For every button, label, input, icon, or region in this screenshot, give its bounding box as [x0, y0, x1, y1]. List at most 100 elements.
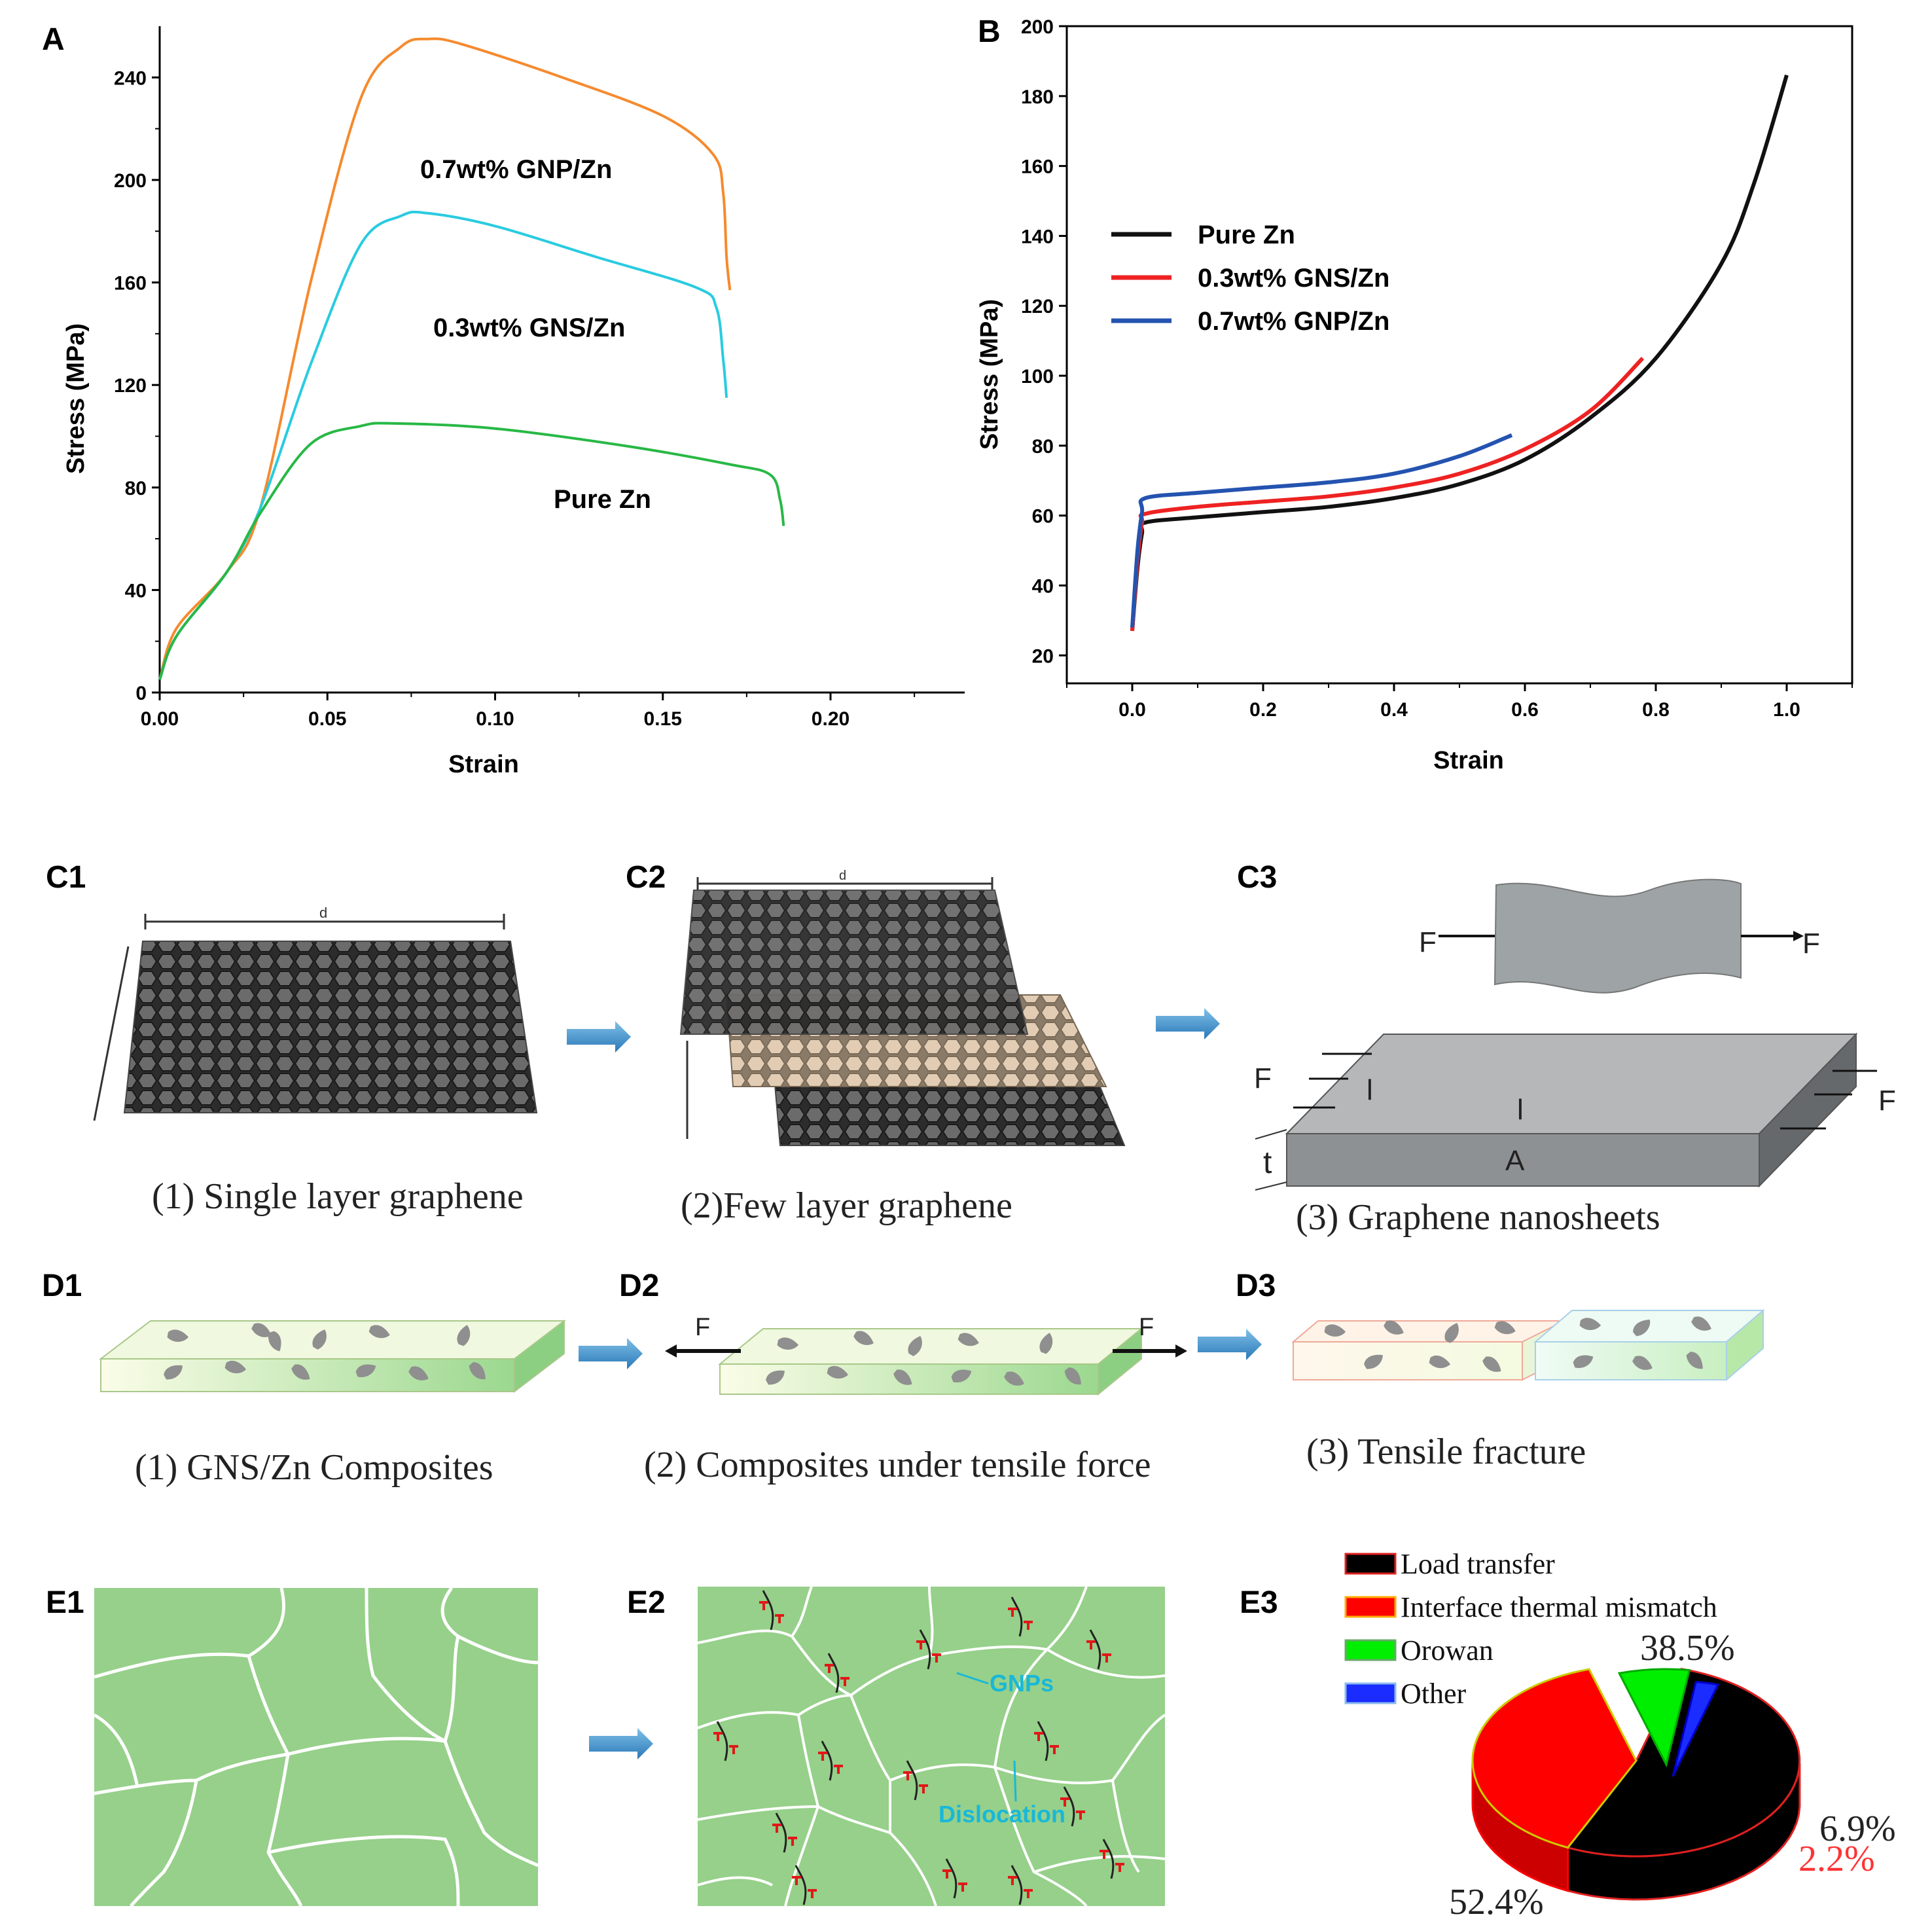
gns-flake: [224, 1360, 246, 1374]
gns-flake: [408, 1366, 429, 1380]
svg-text:F: F: [1878, 1085, 1896, 1117]
svg-text:A: A: [1505, 1145, 1525, 1177]
chart-a-y-tick: 40: [125, 580, 147, 602]
chart-b-y-tick: 60: [1032, 506, 1054, 528]
chart-a-y-tick: 80: [125, 478, 147, 499]
chart-b-plot: 0.0 0.2 0.4 0.6 0.8 1.0 20 40 60 80 100 120 140 160 18…: [976, 16, 1853, 774]
chart-a-x-tick: 0.00: [141, 708, 179, 730]
chart-b-y-tick: 180: [1021, 86, 1054, 108]
arrow-c2-c3: [1156, 1008, 1220, 1039]
gns-flake: [827, 1365, 848, 1379]
svg-text:F: F: [1254, 1062, 1272, 1094]
panel-c2-few-layer: C2 d (2)Few layer graphene: [626, 860, 1126, 1226]
dislocation-6: [818, 1740, 843, 1781]
arrow-e1-e2: [589, 1728, 653, 1759]
chart-a-y-tick: 200: [114, 170, 147, 192]
panel-b-chart: B 0.0 0.2 0.4 0.6 0.8 1.0 20 40 60 80 100 120 140 160…: [976, 14, 1853, 774]
chart-b-legend-label-0: Pure Zn: [1198, 221, 1295, 249]
panel-e2-grains-gnps: E2 GNPs Dislocation: [627, 1585, 1166, 1907]
chart-b-series-2: [1130, 433, 1513, 628]
dislocation-9: [772, 1812, 797, 1853]
dislocation-8: [1034, 1721, 1059, 1761]
gns-flake: [268, 1331, 281, 1352]
svg-text:l: l: [1517, 1094, 1524, 1126]
gns-flake: [469, 1362, 486, 1380]
panel-c3-nanosheets: C3 F F F F l l t A (3) Graphene nanoshee…: [1237, 860, 1896, 1238]
arrow-d2-d3: [1198, 1329, 1262, 1360]
svg-text:d: d: [839, 869, 846, 883]
chart-a-y-tick: 0: [135, 683, 147, 704]
caption-d3: (3) Tensile fracture: [1306, 1432, 1586, 1472]
chart-b-y-tick: 20: [1032, 645, 1054, 667]
gns-flake: [1064, 1367, 1081, 1385]
chart-a-annotation-1: 0.3wt% GNS/Zn: [433, 314, 625, 342]
chart-a-x-label: Strain: [448, 751, 519, 778]
pie-slice-0: [1566, 1668, 1801, 1858]
gns-flake: [1384, 1320, 1404, 1335]
gns-flake: [1004, 1371, 1024, 1386]
chart-b-y-tick: 140: [1021, 226, 1054, 247]
pie-legend-label-2: Orowan: [1401, 1634, 1494, 1666]
gns-flake: [853, 1331, 874, 1345]
gns-flake: [312, 1329, 327, 1350]
chart-a-series-2: [158, 422, 785, 681]
chart-b-series-1: [1130, 357, 1645, 632]
gns-flake: [777, 1337, 799, 1350]
chart-b-y-tick: 40: [1032, 575, 1054, 597]
gns-flake: [457, 1325, 471, 1346]
chart-b-y-tick: 80: [1032, 436, 1054, 458]
panel-a-chart: A 0.00 0.05 0.10 0.15 0.20 0 40 80 120 160 200 240 S…: [42, 22, 965, 778]
gns-flake: [766, 1370, 785, 1385]
dislocation-7: [903, 1760, 928, 1801]
graphene-layer-1: [679, 890, 1029, 1035]
panel-label-c3: C3: [1237, 860, 1277, 895]
panel-label-b: B: [978, 14, 1001, 49]
chart-a-y-tick: 120: [114, 375, 147, 397]
pie-value-label-2: 6.9%: [1819, 1809, 1896, 1849]
panel-d3-fracture: D3 (3) Tensile fracture: [1236, 1269, 1765, 1472]
panel-label-d2: D2: [619, 1269, 659, 1303]
gns-flake: [1324, 1324, 1346, 1337]
dislocation-1: [825, 1653, 850, 1693]
panel-c1-single-layer: C1 d (1) Single layer graphene: [46, 860, 538, 1217]
pie-slice-3: [1672, 1680, 1720, 1777]
gns-flake: [291, 1364, 310, 1380]
pie-value-label-3: 2.2%: [1798, 1839, 1875, 1879]
chart-b-y-tick: 160: [1021, 156, 1054, 178]
single-layer-graphene-sheet: [123, 941, 538, 1113]
chart-b-y-label: Stress (MPa): [976, 299, 1003, 450]
pie-legend: Load transfer Interface thermal mismatch O…: [1344, 1548, 1717, 1710]
dislocation-0: [759, 1590, 784, 1630]
gns-flake: [957, 1333, 979, 1346]
wavy-graphene-sheet: [1494, 878, 1742, 994]
gns-flake: [1686, 1352, 1703, 1369]
pie-legend-swatch-2: [1344, 1639, 1397, 1661]
chart-b-series-0: [1130, 74, 1789, 632]
gns-flake: [167, 1329, 189, 1342]
caption-c2: (2)Few layer graphene: [681, 1185, 1012, 1226]
svg-text:F: F: [1802, 927, 1820, 960]
caption-d1: (1) GNS/Zn Composites: [135, 1447, 493, 1488]
gns-flake: [1364, 1354, 1383, 1369]
chart-b-x-label: Strain: [1433, 747, 1504, 774]
dislocation-3: [1008, 1596, 1033, 1637]
chart-a-series-0: [158, 37, 732, 681]
chart-a-y-label: Stress (MPa): [62, 323, 90, 474]
gns-flake: [1494, 1321, 1516, 1335]
arrow-d1-d2: [579, 1338, 643, 1369]
pie-value-label-0: 52.4%: [1449, 1882, 1544, 1922]
pie-slice-2: [1617, 1668, 1691, 1768]
panel-label-d3: D3: [1236, 1269, 1276, 1303]
gns-flake: [1573, 1355, 1594, 1368]
gns-flake: [1482, 1356, 1501, 1372]
chart-a-x-tick: 0.10: [476, 708, 514, 730]
svg-text:l: l: [1367, 1074, 1373, 1106]
caption-d2: (2) Composites under tensile force: [644, 1445, 1151, 1485]
gns-flake: [251, 1323, 272, 1337]
svg-text:F: F: [1139, 1314, 1154, 1341]
pie-slice-1: [1471, 1668, 1637, 1849]
chart-a-series-1: [158, 210, 728, 681]
panel-label-e2: E2: [627, 1585, 666, 1620]
panel-label-c2: C2: [626, 860, 666, 895]
caption-c1: (1) Single layer graphene: [152, 1176, 524, 1217]
